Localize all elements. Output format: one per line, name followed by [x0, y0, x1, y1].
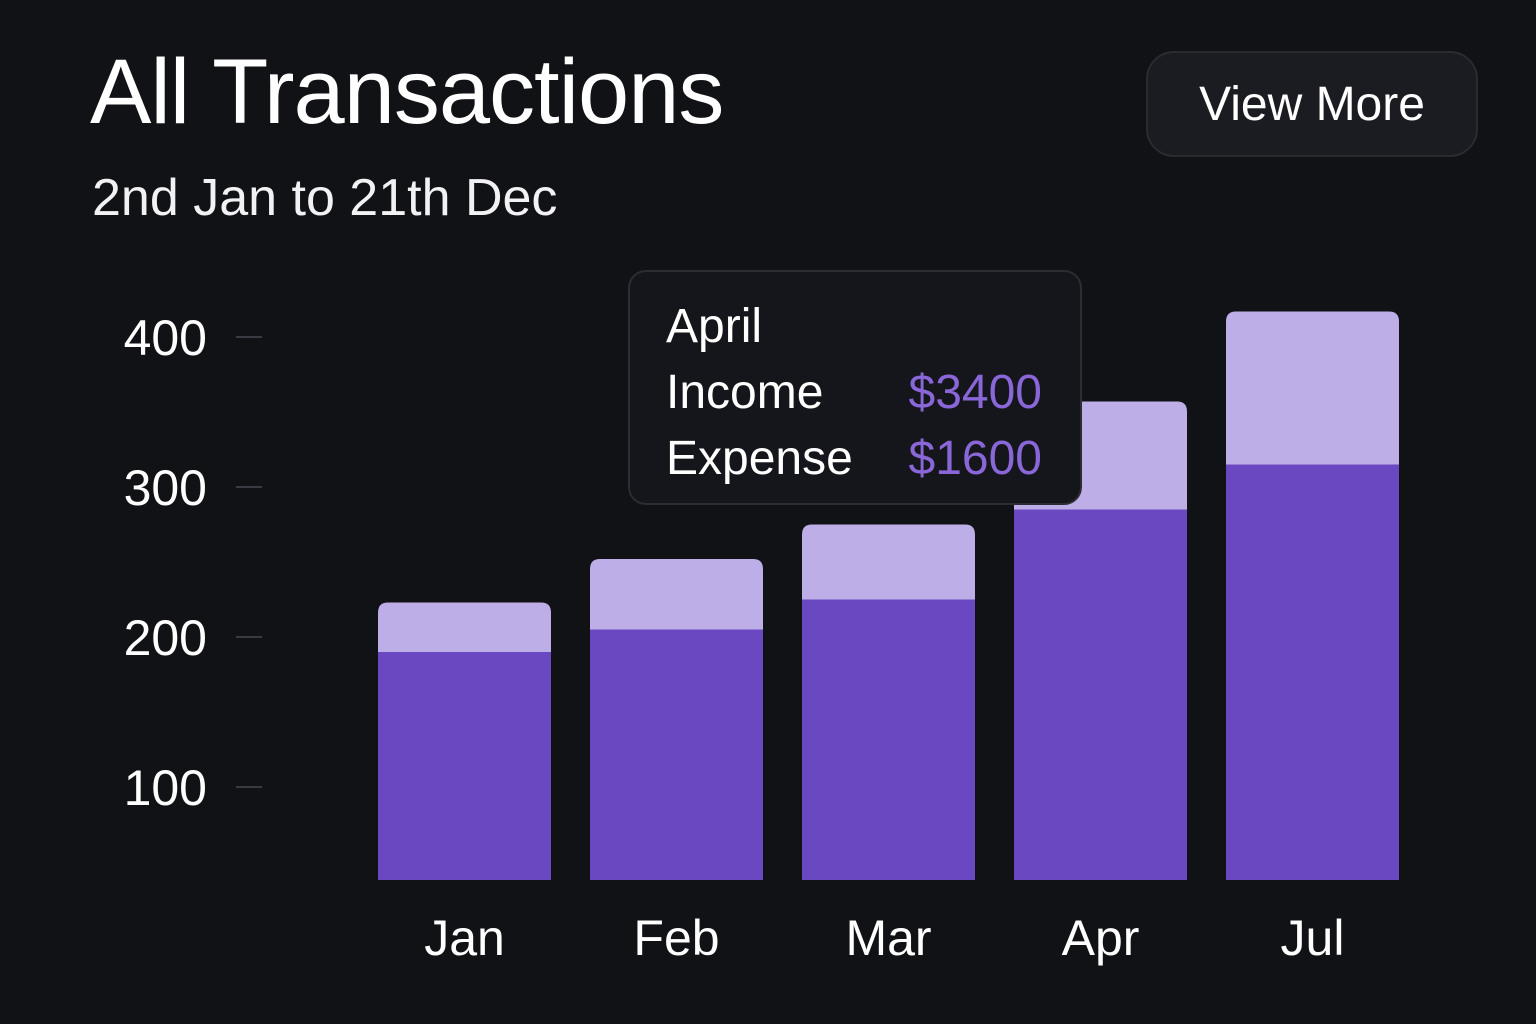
x-category-label: Apr: [1062, 910, 1140, 966]
tooltip-expense-label: Expense: [666, 432, 853, 485]
bar-top-segment-mar[interactable]: [802, 524, 975, 600]
bar-base-segment-apr[interactable]: [1014, 509, 1187, 881]
x-category-label: Mar: [845, 910, 931, 966]
tooltip-income-row: Income $3400: [666, 360, 1042, 426]
bar-top-segment-feb[interactable]: [590, 559, 763, 630]
y-tick-label: 100: [124, 760, 207, 816]
x-category-label: Jul: [1281, 910, 1345, 966]
tooltip-income-value: $3400: [908, 366, 1042, 419]
x-category-label: Jan: [424, 910, 505, 966]
bar-base-segment-jan[interactable]: [378, 652, 551, 880]
chart-tooltip: April Income $3400 Expense $1600: [628, 270, 1082, 505]
tooltip-expense-value: $1600: [908, 432, 1042, 485]
date-range-subtitle: 2nd Jan to 21th Dec: [92, 169, 558, 227]
page-title: All Transactions: [90, 41, 724, 143]
x-category-label: Feb: [633, 910, 719, 966]
tooltip-month: April: [666, 300, 763, 353]
y-tick-label: 400: [124, 310, 207, 366]
tooltip-expense-row: Expense $1600: [666, 426, 1042, 492]
tooltip-income-label: Income: [666, 366, 824, 419]
y-tick-label: 200: [124, 610, 207, 666]
bar-base-segment-jul[interactable]: [1226, 464, 1399, 881]
bar-base-segment-mar[interactable]: [802, 599, 975, 881]
bar-top-segment-jan[interactable]: [378, 602, 551, 653]
y-tick-label: 300: [124, 460, 207, 516]
view-more-button[interactable]: View More: [1146, 51, 1478, 157]
bar-top-segment-jul[interactable]: [1226, 311, 1399, 465]
bar-base-segment-feb[interactable]: [590, 629, 763, 881]
